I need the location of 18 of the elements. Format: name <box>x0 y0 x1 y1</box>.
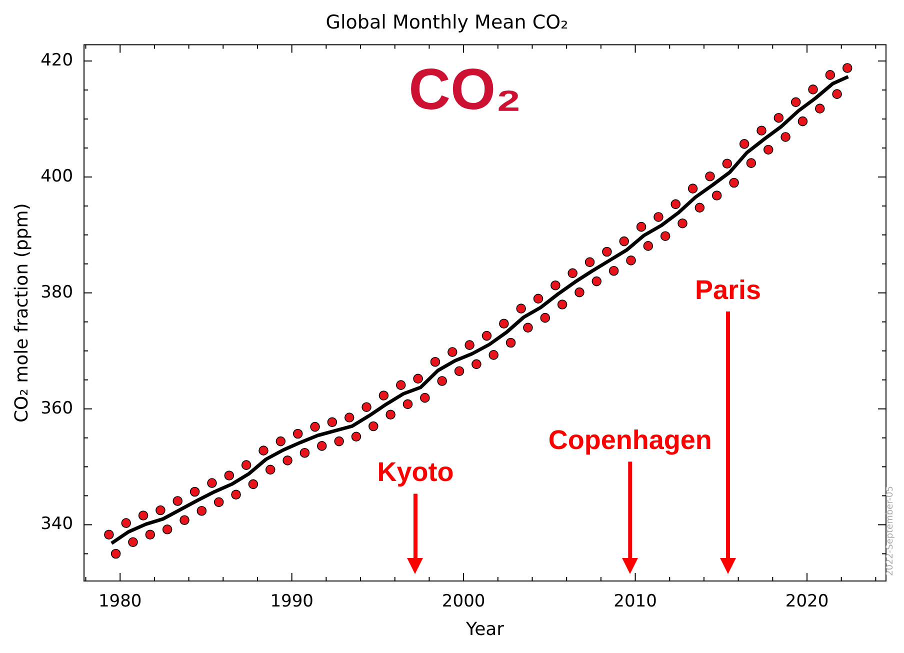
y-tick-label: 420 <box>40 50 74 70</box>
x-axis-title: Year <box>464 618 505 640</box>
annotation: CO₂ <box>408 56 522 122</box>
chart-title: Global Monthly Mean CO₂ <box>326 11 568 34</box>
y-tick-label: 360 <box>40 398 74 418</box>
annotation: 2022-September-05 <box>885 486 896 576</box>
ref-line-label: Paris <box>694 274 762 305</box>
x-tick-label: 2000 <box>442 592 486 612</box>
y-tick-label: 400 <box>40 166 74 186</box>
x-tick-label: 1980 <box>98 592 142 612</box>
x-tick-label: 2020 <box>785 592 829 612</box>
y-axis-title: CO₂ mole fraction (ppm) <box>11 203 32 423</box>
x-tick-label: 2010 <box>614 592 657 612</box>
y-tick-label: 340 <box>40 514 74 534</box>
ref-line-label: Kyoto <box>377 457 454 488</box>
y-tick-label: 380 <box>40 282 74 302</box>
x-tick-label: 1990 <box>270 592 314 612</box>
ref-line-label: Copenhagen <box>548 425 712 456</box>
